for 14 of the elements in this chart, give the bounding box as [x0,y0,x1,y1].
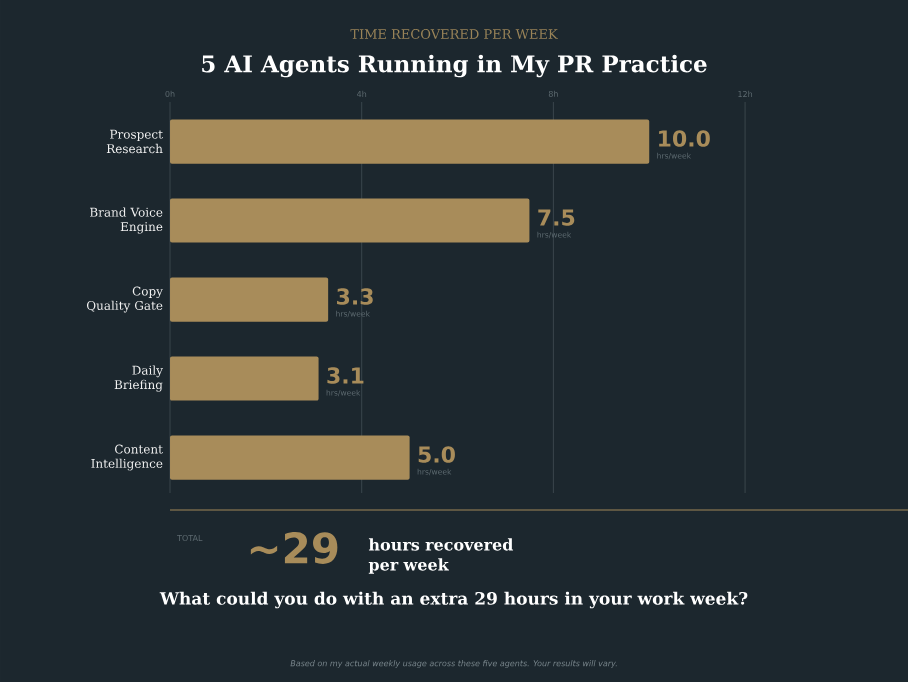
text: What could you do with an extra 29 hours in your work week? [159,591,748,609]
bar [170,277,329,322]
bar [170,198,530,243]
bar [170,119,650,164]
data-label: 10.0 [659,130,710,147]
chart-title: 5 AI Agents Running in My PR Practice [202,54,707,78]
text: hours recovered per week [368,538,514,574]
data-label: 5.0 [418,446,455,463]
data-label: 3.3 [337,288,373,305]
bar [170,435,410,480]
data-label: 3.1 [327,367,364,384]
bar [170,356,319,401]
text: ~29 [250,532,338,564]
data-label: 7.5 [538,209,575,226]
